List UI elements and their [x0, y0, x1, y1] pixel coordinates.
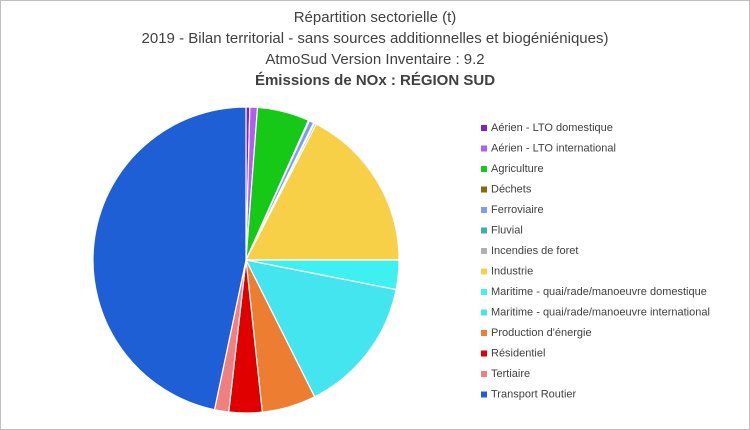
legend-label: Aérien - LTO international: [491, 142, 616, 154]
legend-swatch: [481, 145, 487, 152]
legend-swatch: [481, 330, 487, 336]
legend-label: Fluvial: [491, 224, 523, 236]
chart-subtitle: Répartition sectorielle (t): [294, 9, 457, 26]
chart-title: Émissions de NOx : RÉGION SUD: [255, 72, 495, 89]
legend-label: Production d'énergie: [491, 327, 592, 339]
legend-label: Résidentiel: [491, 347, 545, 359]
legend-swatch: [481, 186, 487, 193]
legend-label: Tertiaire: [491, 368, 530, 380]
legend-swatch: [481, 207, 487, 213]
legend-label: Maritime - quai/rade/manoeuvre internati…: [491, 306, 710, 318]
legend-label: Transport Routier: [491, 388, 577, 400]
legend-swatch: [481, 309, 487, 316]
legend-swatch: [481, 166, 487, 172]
legend-swatch: [481, 289, 487, 295]
legend-swatch: [481, 268, 487, 275]
pie-slice: [92, 106, 247, 411]
legend-label: Déchets: [491, 183, 532, 195]
legend-swatch: [481, 227, 487, 234]
legend-swatch: [481, 248, 487, 254]
legend-label: Ferroviaire: [491, 204, 544, 216]
legend-label: Industrie: [491, 265, 533, 277]
pie-slice: [245, 123, 400, 261]
legend-label: Incendies de foret: [491, 245, 578, 257]
chart-subtitle: 2019 - Bilan territorial - sans sources …: [142, 30, 609, 47]
legend-label: Maritime - quai/rade/manoeuvre domestiqu…: [491, 286, 707, 298]
legend-swatch: [481, 350, 487, 357]
legend-swatch: [481, 125, 487, 131]
legend-swatch: [481, 391, 487, 398]
legend-label: Agriculture: [491, 163, 544, 175]
legend-label: Aérien - LTO domestique: [491, 122, 613, 134]
pie-slice: [244, 259, 397, 398]
legend-swatch: [481, 371, 487, 377]
chart-subtitle: AtmoSud Version Inventaire : 9.2: [265, 51, 484, 68]
